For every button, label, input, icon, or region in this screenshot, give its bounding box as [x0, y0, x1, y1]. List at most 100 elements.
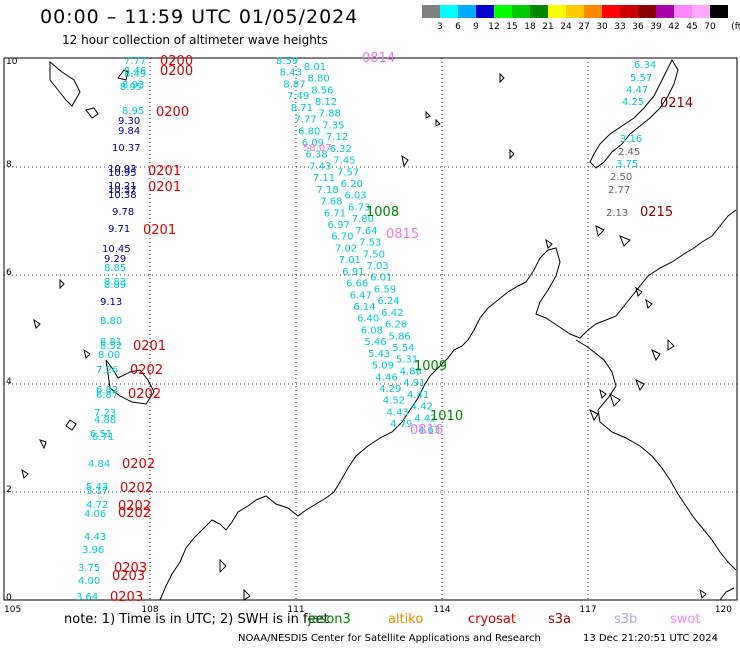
legend-swatch — [620, 5, 638, 18]
wave-height-label: 4.47 — [626, 85, 648, 96]
map-frame — [3, 57, 738, 601]
time-label: 0203 — [114, 561, 147, 576]
legend-label: 21 — [542, 22, 554, 32]
wave-height-label: 3.75 — [616, 159, 638, 170]
wave-height-label: 10.21 — [108, 181, 137, 192]
time-label: 0202 — [122, 457, 155, 472]
wave-height-label: 9.78 — [112, 207, 134, 218]
lon-tick-label: 117 — [579, 605, 596, 615]
legend-swatch — [602, 5, 620, 18]
legend-label: 27 — [578, 22, 590, 32]
wave-height-label: 8.87 — [283, 79, 305, 90]
wave-height-label: 8.43 — [280, 68, 302, 79]
time-label: 0815 — [386, 227, 419, 242]
wave-height-label: 8.95 — [122, 106, 144, 117]
wave-height-label: 6.80 — [298, 126, 320, 137]
time-label: 0215 — [640, 205, 673, 220]
legend-swatch — [692, 5, 710, 18]
coastline — [21, 58, 737, 601]
wave-height-label: 4.46 — [375, 372, 397, 383]
wave-height-label: 3.75 — [78, 563, 100, 574]
time-label: 0201 — [133, 339, 166, 354]
wave-height-label: 7.03 — [366, 261, 388, 272]
legend-swatch — [548, 5, 566, 18]
lon-tick-label: 105 — [4, 605, 21, 615]
wave-height-label: 8.12 — [315, 97, 337, 108]
wave-height-label: 3.96 — [82, 545, 104, 556]
wave-height-label: 8.81 — [100, 337, 122, 348]
wave-height-label: 5.46 — [364, 337, 386, 348]
wave-height-label: 6.70 — [331, 232, 353, 243]
wave-height-label: 4.00 — [78, 576, 100, 587]
legend-swatch — [674, 5, 692, 18]
wave-height-label: 7.23 — [94, 408, 116, 419]
wave-height-label: 7.77 — [294, 115, 316, 126]
satellite-legend-altiko: altiko — [388, 612, 424, 627]
time-label: 0202 — [120, 481, 153, 496]
legend-label: 12 — [488, 22, 500, 32]
legend-swatch — [656, 5, 674, 18]
wave-height-label: 7.77 — [124, 56, 146, 67]
wave-height-label: 6.38 — [305, 150, 327, 161]
wave-height-label: 5.54 — [392, 343, 414, 354]
wave-height-label: 10.37 — [108, 185, 137, 196]
wave-height-label: 10.95 — [108, 168, 137, 179]
wave-height-label: 4.42 — [411, 402, 433, 413]
wave-height-label: 6.82 — [96, 385, 118, 396]
credit-line: NOAA/NESDIS Center for Satellite Applica… — [238, 633, 541, 644]
wave-height-label: 6.01 — [370, 273, 392, 284]
satellite-legend-swot: swot — [670, 612, 701, 627]
wave-height-label: 3.16 — [620, 134, 642, 145]
wave-height-label: 6.40 — [357, 314, 379, 325]
wave-height-label: 4.88 — [94, 415, 116, 426]
wave-height-label: 7.02 — [335, 243, 357, 254]
wave-height-label: 7.88 — [319, 109, 341, 120]
lat-tick-label: 6 — [6, 268, 12, 278]
wave-height-label: 6.97 — [328, 220, 350, 231]
generation-timestamp: 13 Dec 21:20:51 UTC 2024 — [583, 633, 718, 644]
wave-height-label: 5.43 — [368, 349, 390, 360]
wave-height-label: 5.17 — [86, 486, 108, 497]
wave-height-label: 8.49 — [124, 69, 146, 80]
wave-height-label: 7.49 — [287, 91, 309, 102]
wave-height-label: 7.43 — [309, 161, 331, 172]
wave-height-label: 4.63 — [418, 425, 440, 436]
wave-height-label: 6.03 — [344, 191, 366, 202]
time-label: 0200 — [156, 105, 189, 120]
wave-height-label: 7.26 — [96, 365, 118, 376]
time-label: 0200 — [160, 64, 193, 79]
time-label: 1009 — [414, 359, 447, 374]
time-label: 0202 — [128, 387, 161, 402]
wave-height-label: 2.50 — [610, 172, 632, 183]
legend-label: 24 — [560, 22, 572, 32]
wave-height-label: 4.52 — [383, 396, 405, 407]
time-label: 0201 — [148, 180, 181, 195]
wave-height-label: 7.18 — [317, 185, 339, 196]
wave-height-label: 6.08 — [361, 325, 383, 336]
time-label: 0202 — [118, 506, 151, 521]
time-label: 0201 — [143, 223, 176, 238]
wave-height-label: 4.41 — [407, 390, 429, 401]
wave-height-label: 9.30 — [118, 116, 140, 127]
wave-height-label: 8.52 — [100, 341, 122, 352]
legend-label: 18 — [524, 22, 536, 32]
time-label: 0816 — [410, 423, 443, 438]
wave-height-label: 4.25 — [622, 97, 644, 108]
map-title: 00:00 – 11:59 UTC 01/05/2024 — [40, 6, 359, 28]
legend-label: 30 — [596, 22, 608, 32]
wave-height-label: 6.14 — [353, 302, 375, 313]
legend-label: 9 — [473, 22, 479, 32]
wave-height-label: 7.53 — [359, 238, 381, 249]
wave-height-label: 4.43 — [84, 532, 106, 543]
wave-height-label: 7.64 — [355, 226, 377, 237]
wave-height-label: 8.93 — [122, 80, 144, 91]
lat-tick-label: 10 — [6, 57, 18, 67]
lon-tick-label: 111 — [287, 605, 304, 615]
wave-height-label: 8.59 — [276, 56, 298, 67]
legend-label: 42 — [668, 22, 680, 32]
lat-tick-label: 0 — [6, 593, 12, 603]
wave-height-label: 6.34 — [634, 60, 656, 71]
wave-height-label: 4.84 — [88, 459, 110, 470]
wave-height-label: 6.59 — [374, 284, 396, 295]
